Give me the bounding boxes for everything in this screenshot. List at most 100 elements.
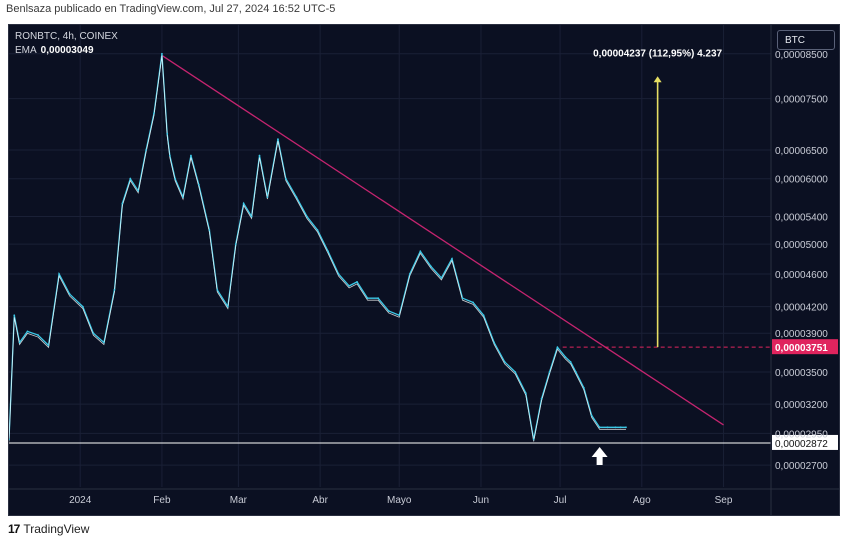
x-tick-label: Jun: [473, 495, 489, 506]
legend-symbol: RONBTC, 4h, COINEX: [15, 31, 118, 42]
y-tick-label: 0,00003900: [775, 329, 828, 340]
price-point: [190, 154, 192, 157]
price-point: [295, 196, 298, 198]
price-point: [532, 438, 535, 441]
price-point: [121, 202, 124, 205]
y-tick-label: 0,00005400: [775, 212, 828, 223]
tradingview-brand: TradingView: [23, 522, 90, 536]
price-chart[interactable]: 0,00002872 0,00003751 0,00004237 (112,95%)…: [9, 25, 839, 515]
price-point: [574, 371, 577, 373]
price-point: [337, 273, 340, 275]
price-point: [461, 297, 464, 300]
price-point: [316, 229, 319, 231]
price-point: [9, 438, 10, 441]
price-point: [327, 250, 329, 253]
price-point: [174, 177, 177, 180]
price-point: [216, 289, 219, 291]
chart-panel[interactable]: 0,00002872 0,00003751 0,00004237 (112,95%)…: [8, 24, 840, 516]
price-series-line: [9, 53, 626, 440]
price-point: [408, 273, 411, 275]
price-point: [524, 392, 527, 395]
x-tick-label: Feb: [153, 495, 171, 506]
price-point: [564, 356, 567, 358]
price-point: [429, 265, 432, 268]
y-tick-label: 0,00002950: [775, 429, 828, 440]
price-point: [250, 215, 253, 218]
price-point: [503, 361, 506, 363]
price-point: [493, 341, 496, 344]
price-point: [103, 341, 105, 344]
target-arrow-head-icon: [653, 76, 662, 83]
price-point: [398, 314, 401, 317]
price-point: [92, 332, 95, 335]
price-point: [145, 149, 148, 151]
y-tick-label: 0,00005000: [775, 240, 828, 251]
price-point: [258, 154, 261, 157]
price-point: [451, 257, 453, 260]
y-tick-label: 0,00006000: [775, 175, 828, 186]
price-point: [208, 229, 211, 231]
y-tick-label: 0,00003500: [775, 368, 828, 379]
price-point: [81, 305, 84, 308]
price-point: [569, 361, 572, 363]
x-tick-label: Sep: [715, 495, 733, 506]
price-point: [625, 426, 627, 429]
y-tick-label: 0,00004600: [775, 270, 828, 281]
up-arrow-icon: [591, 446, 608, 465]
y-tick-label: 0,00003200: [775, 400, 828, 411]
ema-value: 0,00003049: [40, 45, 94, 56]
price-point: [306, 215, 308, 218]
price-point: [482, 314, 485, 317]
price-point: [348, 284, 351, 287]
price-point: [356, 280, 358, 283]
x-tick-label: Mar: [230, 495, 248, 506]
price-point: [68, 293, 71, 295]
price-point: [590, 414, 593, 417]
resistance-price-badge: [772, 339, 838, 355]
price-point: [419, 250, 422, 253]
series-layer: [9, 52, 627, 442]
x-tick-label: Jul: [554, 495, 567, 506]
price-point: [277, 138, 279, 141]
x-tick-label: Mayo: [387, 495, 412, 506]
currency-button[interactable]: BTC: [777, 30, 835, 50]
x-tick-label: Ago: [633, 495, 651, 506]
price-point: [129, 177, 132, 180]
price-point: [377, 297, 380, 300]
tradingview-logo-icon: 17: [8, 522, 20, 536]
price-point: [47, 344, 50, 347]
price-point: [197, 183, 200, 186]
price-point: [614, 426, 617, 429]
price-point: [113, 289, 116, 291]
support-price-badge: [772, 434, 838, 450]
footer: 17 TradingView: [8, 522, 89, 536]
x-tick-label: 2024: [69, 495, 92, 506]
ema-label: EMA: [15, 45, 37, 56]
target-annotation-label: 0,00004237 (112,95%) 4.237: [593, 48, 722, 59]
price-point: [58, 273, 60, 275]
price-point: [582, 386, 585, 389]
ema-line: [9, 55, 626, 442]
price-point: [26, 330, 29, 333]
price-point: [284, 177, 287, 180]
grid-layer: [9, 25, 771, 487]
price-point: [242, 202, 245, 205]
price-point: [540, 397, 543, 400]
price-point: [166, 132, 169, 135]
price-point: [440, 277, 443, 279]
descending-trendline: [161, 54, 724, 426]
price-point: [266, 196, 269, 198]
publish-caption: Benlsaza publicado en TradingView.com, J…: [6, 3, 336, 15]
price-point: [13, 314, 16, 317]
price-point: [598, 426, 601, 429]
resistance-price-label: 0,00003751: [775, 343, 828, 354]
trendline-layer: [161, 54, 724, 426]
price-point: [37, 334, 39, 336]
price-point: [168, 154, 171, 157]
price-point: [472, 301, 474, 304]
price-point: [182, 196, 184, 198]
price-point: [366, 297, 369, 300]
price-point: [548, 371, 551, 373]
annotation-layer: 0,00002872 0,00003751 0,00004237 (112,95%)…: [9, 48, 838, 465]
y-tick-label: 0,00008500: [775, 50, 828, 61]
